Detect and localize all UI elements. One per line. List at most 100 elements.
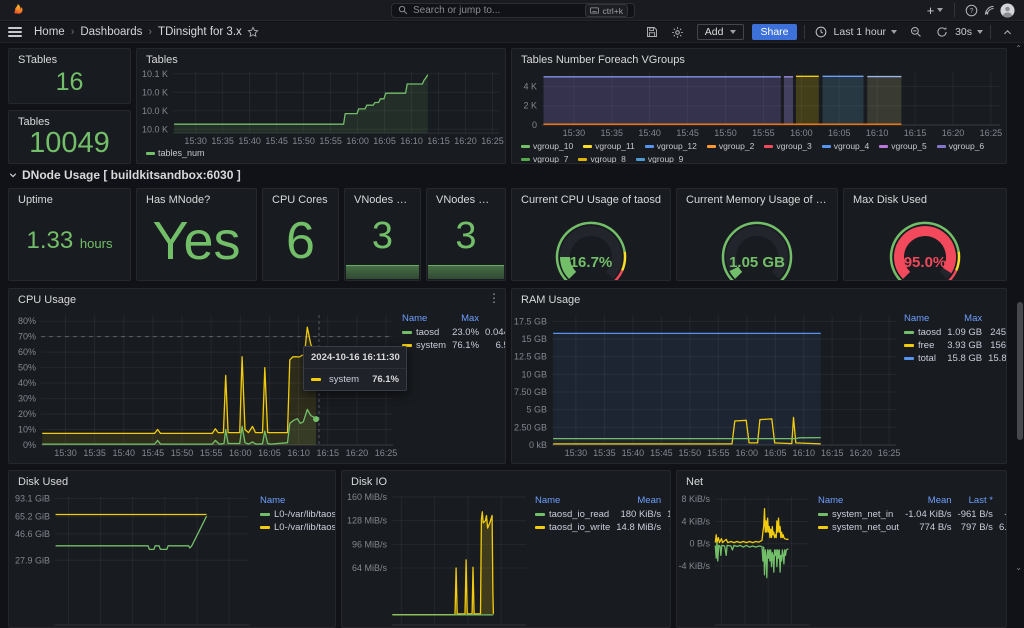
legend-item[interactable]: vgroup_3 — [764, 141, 812, 151]
svg-text:15:45: 15:45 — [676, 128, 699, 138]
series-color-dash — [583, 144, 593, 148]
stat-panel-vnodes-master[interactable]: VNodes Mast... 3 — [426, 188, 506, 281]
user-avatar[interactable] — [998, 1, 1016, 19]
stat-panel-vnodes-number[interactable]: VNodes Num... 3 — [344, 188, 421, 281]
legend-row[interactable]: L0-/var/lib/taos-used — [257, 508, 335, 521]
news-icon[interactable] — [980, 1, 998, 19]
scroll-down-icon[interactable]: ⌄ — [1015, 563, 1022, 572]
menu-toggle-icon[interactable] — [8, 27, 22, 37]
gauge-panel-disk[interactable]: Max Disk Used 95.0% — [843, 188, 1007, 281]
panel-ram-usage[interactable]: RAM Usage 15:30 15:35 15:40 15:45 15:50 15:55… — [511, 288, 1007, 464]
legend-row[interactable]: system_net_in-1.04 KiB/s-961 B/s-93.7 B/… — [815, 508, 1006, 521]
refresh-icon[interactable] — [933, 23, 951, 41]
breadcrumb-home[interactable]: Home — [34, 26, 65, 38]
legend-column-header[interactable]: Mean — [637, 495, 662, 506]
legend-column-header[interactable]: Mean — [927, 495, 952, 506]
panel-disk-used[interactable]: Disk Used 15:3015:4015:5016:0016:1016:20… — [8, 470, 336, 628]
svg-text:30%: 30% — [18, 394, 36, 404]
legend-column-header[interactable]: Max — [964, 313, 983, 324]
svg-text:0 kB: 0 kB — [529, 440, 547, 450]
stat-panel-has-mnode[interactable]: Has MNode? Yes — [136, 188, 257, 281]
legend-item[interactable]: vgroup_9 — [635, 154, 683, 163]
zoom-out-icon[interactable] — [907, 23, 925, 41]
grafana-logo[interactable] — [8, 1, 26, 19]
legend-column-header[interactable]: Max — [996, 495, 1006, 508]
search-input[interactable]: Search or jump to... ctrl+k — [391, 3, 635, 18]
stat-panel-cpu-cores[interactable]: CPU Cores 6 — [262, 188, 339, 281]
legend-item[interactable]: vgroup_11 — [583, 141, 635, 151]
panel-vgroups[interactable]: Tables Number Foreach VGroups 15:30 15:35… — [511, 48, 1007, 164]
memory-gauge — [677, 205, 837, 280]
legend-item[interactable]: vgroup_8 — [578, 154, 626, 163]
gauge-panel-cpu[interactable]: Current CPU Usage of taosd 16.7% — [511, 188, 671, 281]
panel-menu-icon[interactable]: ⋮ — [488, 291, 500, 305]
settings-gear-icon[interactable] — [669, 23, 687, 41]
legend-item[interactable]: vgroup_2 — [706, 141, 754, 151]
save-dashboard-icon[interactable] — [643, 23, 661, 41]
legend-column-header[interactable]: Name — [402, 313, 428, 324]
cpu-usage-chart[interactable]: 15:30 15:35 15:40 15:45 15:50 15:55 16:00 16:05… — [11, 309, 397, 463]
svg-text:2 K: 2 K — [523, 101, 537, 111]
svg-text:64 MiB/s: 64 MiB/s — [352, 563, 388, 573]
legend-column-header[interactable]: Max — [461, 313, 480, 324]
share-button[interactable]: Share — [752, 24, 797, 40]
svg-text:16:15: 16:15 — [427, 136, 450, 146]
refresh-interval[interactable]: 30s — [955, 26, 972, 38]
legend-column-header[interactable]: Min — [985, 313, 1006, 326]
panel-tables-chart[interactable]: Tables 15:30 15:35 15:40 15:45 15:50 15:55 16:… — [136, 48, 506, 164]
legend-item[interactable]: vgroup_7 — [521, 154, 568, 163]
svg-text:4 KiB/s: 4 KiB/s — [681, 516, 710, 526]
time-range-picker[interactable]: Last 1 hour — [833, 26, 887, 38]
legend-column-header[interactable]: Max — [664, 495, 670, 508]
vgroups-chart[interactable]: 15:30 15:35 15:40 15:45 15:50 15:55 16:00 16:05… — [514, 67, 1006, 139]
legend-column-header[interactable]: Name — [818, 495, 844, 506]
legend-column-header[interactable]: Name — [904, 313, 930, 324]
legend-column-header[interactable]: Name — [260, 495, 286, 506]
svg-text:16:00: 16:00 — [346, 136, 369, 146]
scrollbar-thumb[interactable] — [1017, 302, 1023, 440]
stat-panel-tables[interactable]: Tables 10049 — [8, 110, 131, 164]
collapse-toolbar-icon[interactable] — [998, 23, 1016, 41]
scroll-up-icon[interactable]: ⌃ — [1015, 44, 1022, 53]
legend-column-header[interactable]: Last * — [968, 495, 993, 506]
ram-usage-chart[interactable]: 15:30 15:35 15:40 15:45 15:50 15:55 16:00 16:05… — [514, 309, 900, 463]
favorite-star-icon[interactable] — [244, 23, 262, 41]
cpu-legend-table: Name MaxMintaosd23.0%0.0444%system76.1%6.… — [399, 313, 505, 352]
new-button[interactable]: + — [923, 1, 947, 19]
svg-text:128 MiB/s: 128 MiB/s — [347, 516, 388, 526]
series-color-dash — [904, 343, 914, 347]
legend-item[interactable]: vgroup_4 — [821, 141, 869, 151]
help-icon[interactable]: ? — [962, 1, 980, 19]
legend-item[interactable]: vgroup_6 — [936, 141, 984, 151]
panel-title: Current CPU Usage of taosd — [521, 194, 662, 206]
add-button[interactable]: Add — [696, 24, 745, 40]
legend-column-header[interactable]: Name — [535, 495, 561, 506]
legend-row[interactable]: L0-/var/lib/taos-total — [257, 521, 335, 534]
gauge-panel-memory[interactable]: Current Memory Usage of taosd 1.05 GB — [676, 188, 838, 281]
legend-item[interactable]: vgroup_10 — [521, 141, 573, 151]
legend-item[interactable]: tables_num — [146, 148, 205, 158]
stat-panel-stables[interactable]: STables 16 — [8, 48, 131, 104]
stat-panel-uptime[interactable]: Uptime 1.33 hours — [8, 188, 131, 281]
svg-text:10.1 K: 10.1 K — [142, 69, 168, 79]
panel-cpu-usage[interactable]: CPU Usage ⋮ 15:30 15:35 15:40 15:45 15:50 15:… — [8, 288, 506, 464]
tables-chart[interactable]: 15:30 15:35 15:40 15:45 15:50 15:55 16:00 16:05… — [139, 67, 505, 147]
legend-column-header[interactable]: Min — [482, 313, 505, 326]
legend-item[interactable]: vgroup_12 — [644, 141, 697, 151]
row-header-dnode-usage[interactable]: DNode Usage [ buildkitsandbox:6030 ] — [8, 168, 241, 182]
legend-item[interactable]: vgroup_5 — [879, 141, 927, 151]
breadcrumb-dashboards[interactable]: Dashboards — [80, 26, 143, 38]
